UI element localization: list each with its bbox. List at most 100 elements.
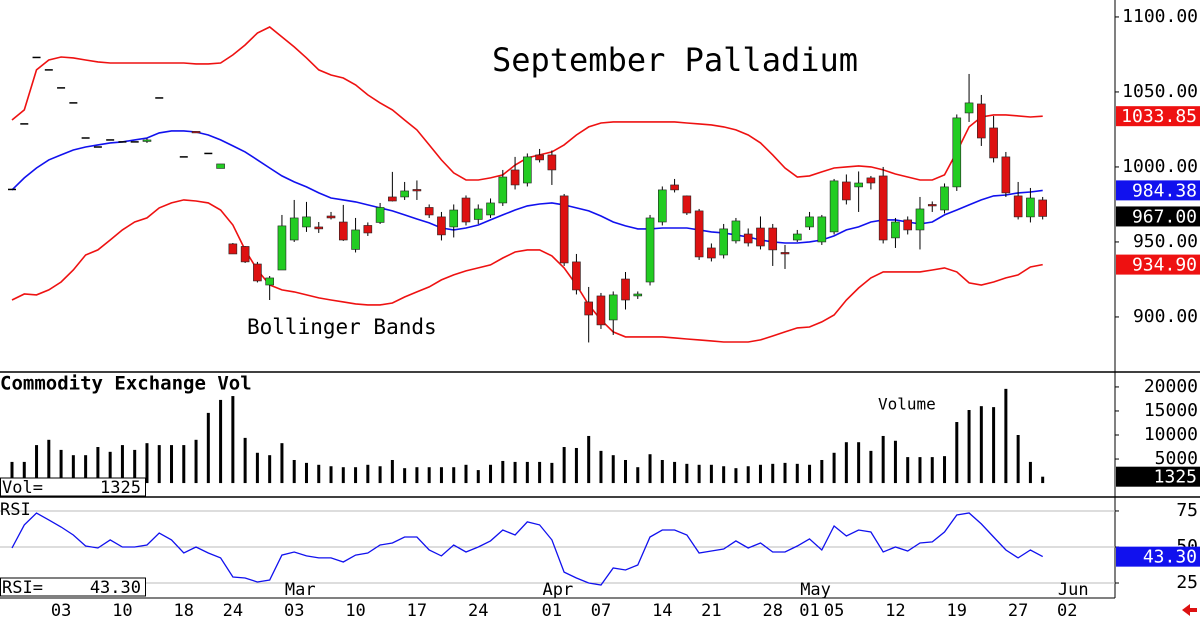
x-tick-label: 28 [762,601,782,620]
y-tick-label: 25 [1176,572,1198,593]
candle-body [277,225,287,271]
volume-bar [624,459,627,484]
value-badge [1116,106,1200,127]
volume-bar [145,443,149,484]
volume-bar [415,467,419,484]
y-tick-label: 1000.00 [1122,156,1198,177]
volume-bar [783,462,787,484]
candle-body [756,227,765,247]
candle-body [694,210,704,258]
candle-body [289,217,299,241]
volume-bar [292,459,296,484]
candle-body [473,208,483,220]
volume-bar [1016,435,1020,484]
volume-bar [538,461,542,484]
value-badge [1116,180,1200,201]
volume-bar [697,464,701,484]
candle-body [633,293,643,297]
value-badge-label: 1033.85 [1121,106,1197,127]
month-label: Apr [543,580,574,600]
readout-value: 1325 [100,478,141,498]
volume-bar [648,454,652,484]
volume-bar [108,451,112,484]
volume-bar [489,464,493,484]
x-tick-label: 27 [1008,601,1028,620]
candle-body [952,117,962,188]
volume-bar [636,467,640,484]
candle-body [265,277,274,286]
month-label: May [800,580,831,600]
candle-body [927,204,937,207]
candle-body [854,182,863,188]
candle-body [253,263,262,282]
volume-bar [574,447,578,484]
volume-bar [255,452,259,484]
volume-bar [844,442,848,484]
candle-body [326,215,336,219]
line [11,512,1044,586]
x-tick-label: 24 [223,601,243,620]
volume-bar [758,464,762,484]
volume-bar [820,459,824,484]
y-tick-label: 5000 [1155,448,1198,469]
volume-bar [746,466,750,484]
volume-bar [832,452,836,484]
volume-bar [120,445,124,484]
volume-bar [452,467,456,484]
candle-body [314,226,324,230]
volume-bar [427,467,431,484]
volume-bar [133,449,137,484]
candle-body [658,189,667,223]
volume-bar [734,468,738,484]
x-tick-label: 17 [407,601,427,620]
volume-bar [795,463,799,484]
y-tick-label: 950.00 [1133,231,1198,252]
readout-label: RSI= [2,578,43,598]
candle-body [989,127,998,159]
x-tick-label: 21 [701,601,721,620]
candle-body [731,220,741,242]
candle-body [535,154,544,161]
candle-body [891,221,900,239]
scroll-arrow-icon[interactable] [1182,604,1197,616]
candle-body [707,247,716,259]
volume-bar [611,455,615,484]
candle-body [302,216,311,228]
candle-body [621,278,630,301]
x-tick-label: 24 [468,601,488,620]
candle-body [1026,197,1035,218]
volume-bar [967,410,971,484]
value-badge [1116,466,1200,487]
volume-bar [182,445,186,484]
volume-bar [857,442,861,484]
x-tick-label: 12 [885,601,905,620]
candle-body [792,233,802,241]
candle-body [572,261,581,291]
candle-body [240,246,250,263]
volume-bar [243,437,247,484]
y-tick-label: 15000 [1144,400,1198,421]
candle-body [338,221,348,241]
candle-body [363,225,373,234]
x-tick-label: 03 [51,601,71,620]
readout-box [0,477,146,497]
x-tick-label: 02 [1057,601,1077,620]
candle-body [449,209,459,228]
candle-body [486,202,495,216]
volume-bar [930,457,934,484]
x-tick-label: 10 [112,601,132,620]
volume-bar [22,461,26,484]
candle-body [1001,156,1011,194]
volume-bar [476,470,480,484]
candle-body [829,180,839,233]
month-label: Mar [285,580,316,600]
x-tick-label: 18 [174,601,194,620]
value-badge-label: 967.00 [1132,206,1197,227]
value-badge-label: 934.90 [1132,255,1197,276]
volume-bar [403,468,407,484]
candle-body [768,227,778,251]
candle-body [388,196,397,202]
volume-bar [47,439,51,484]
candle-body [523,156,532,184]
annotation: Volume [878,395,936,414]
